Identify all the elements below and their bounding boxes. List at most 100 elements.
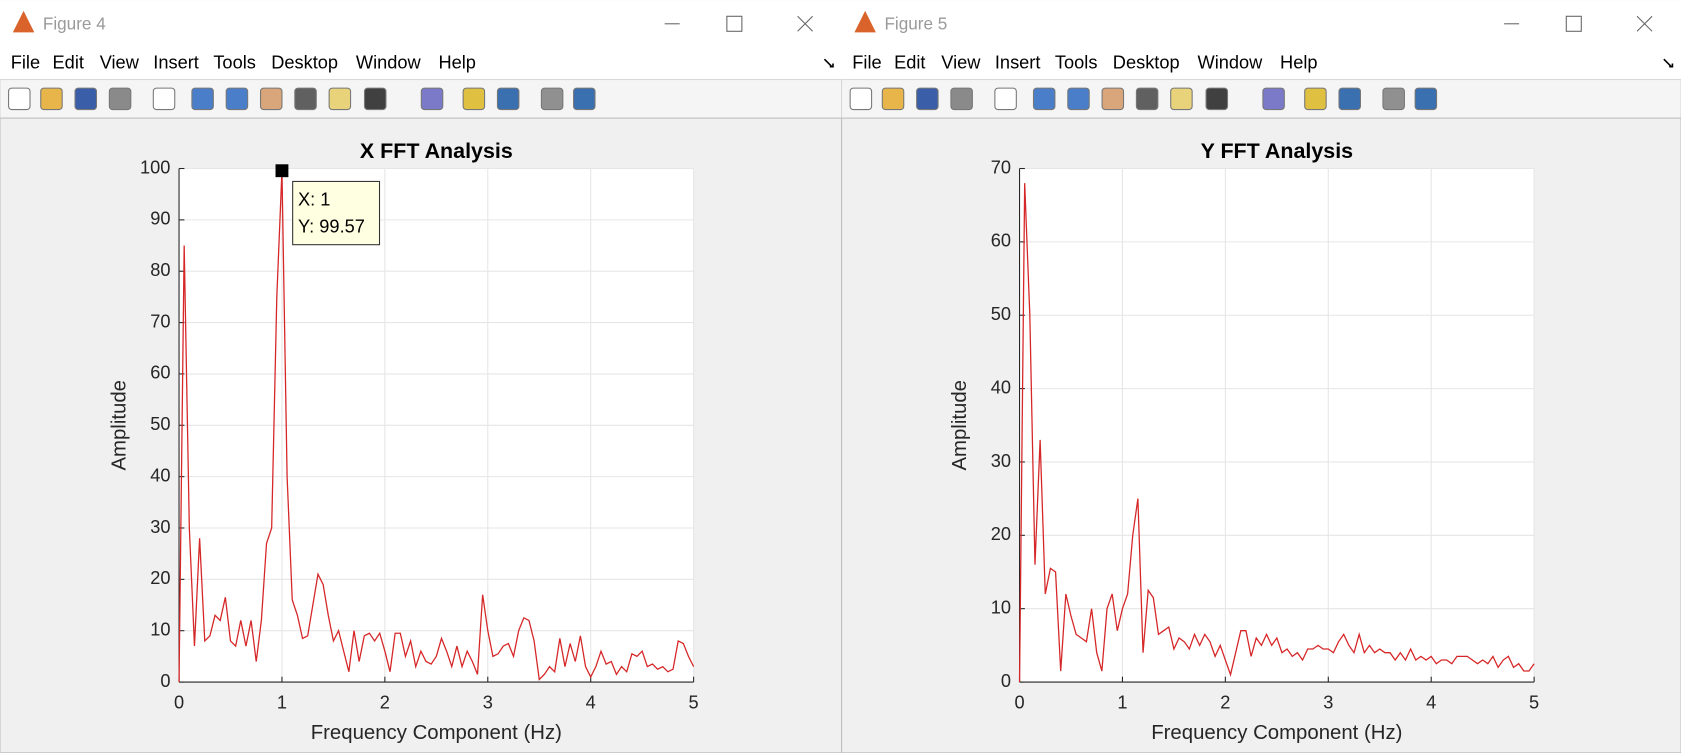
toolbar-icon[interactable]	[40, 87, 63, 111]
title-bar	[0, 0, 842, 48]
y-tick-label: 70	[150, 311, 170, 331]
x-tick-label: 4	[1426, 692, 1436, 712]
toolbar-icon[interactable]	[1304, 87, 1327, 111]
toolbar-icon[interactable]	[994, 87, 1017, 111]
toolbar-icon[interactable]	[108, 87, 132, 111]
datatip-box	[292, 180, 381, 246]
toolbar-icon[interactable]	[1067, 87, 1090, 111]
toolbar-icon[interactable]	[1032, 87, 1056, 111]
toolbar-icon[interactable]	[363, 87, 387, 111]
window-title: Figure 5	[884, 13, 947, 33]
menu-bar	[841, 47, 1681, 80]
x-tick-label: 1	[1117, 692, 1127, 712]
menu-item[interactable]: Tools	[213, 52, 256, 72]
app-icon	[854, 10, 876, 33]
toolbar-icon[interactable]	[420, 87, 444, 111]
toolbar-icon[interactable]	[294, 87, 317, 111]
datatip-marker	[275, 164, 289, 178]
toolbar-icon[interactable]	[916, 87, 939, 111]
menu-item[interactable]: Edit	[894, 52, 925, 72]
menu-item[interactable]: Help	[438, 52, 475, 72]
toolbar-icon[interactable]	[225, 87, 249, 111]
toolbar-icon[interactable]	[849, 87, 873, 111]
toolbar-icon[interactable]	[496, 87, 520, 111]
y-tick-label: 70	[991, 157, 1011, 177]
menu-bar	[0, 47, 842, 80]
maximize-button[interactable]	[1565, 15, 1582, 32]
dock-arrow[interactable]	[823, 58, 834, 68]
menu-item[interactable]: Tools	[1055, 52, 1098, 72]
y-tick-label: 0	[1001, 671, 1011, 691]
y-tick-label: 30	[150, 517, 170, 537]
toolbar-icon[interactable]	[1170, 87, 1193, 111]
toolbar-icon[interactable]	[1262, 87, 1285, 111]
y-axis-label: Amplitude	[108, 380, 130, 471]
x-tick-label: 3	[1323, 692, 1333, 712]
toolbar-icon[interactable]	[1338, 87, 1361, 111]
toolbar-icon[interactable]	[950, 87, 973, 111]
toolbar-icon[interactable]	[1135, 87, 1159, 111]
chart-title: Y FFT Analysis	[1201, 139, 1354, 163]
app-icon	[12, 10, 35, 33]
maximize-button[interactable]	[726, 15, 743, 32]
data-line	[178, 170, 695, 683]
x-tick-label: 3	[483, 692, 493, 712]
toolbar-icon[interactable]	[8, 87, 31, 111]
menu-item[interactable]: File	[852, 52, 881, 72]
menu-item[interactable]: View	[941, 52, 981, 72]
x-tick-label: 0	[1014, 692, 1024, 712]
y-tick-label: 50	[991, 304, 1011, 324]
menu-item[interactable]: Insert	[995, 52, 1041, 72]
datatip-label: X: 1	[298, 190, 330, 210]
toolbar-icon[interactable]	[462, 87, 486, 111]
menu-item[interactable]: File	[11, 52, 40, 72]
toolbar-icon[interactable]	[1414, 87, 1438, 111]
toolbar-icon[interactable]	[259, 87, 283, 111]
y-tick-label: 20	[150, 568, 170, 588]
menu-item[interactable]: Desktop	[271, 52, 338, 72]
y-tick-label: 20	[991, 524, 1011, 544]
toolbar-icon[interactable]	[573, 87, 596, 111]
chart-title: X FFT Analysis	[360, 139, 513, 163]
y-tick-label: 80	[150, 260, 170, 280]
window-title: Figure 4	[43, 13, 106, 33]
y-tick-label: 100	[140, 157, 170, 177]
y-axis-label: Amplitude	[949, 380, 971, 471]
close-button[interactable]	[1636, 15, 1653, 32]
plot-area	[1019, 168, 1535, 683]
datatip-label: Y: 99.57	[298, 216, 365, 236]
toolbar-icon[interactable]	[1101, 87, 1125, 111]
toolbar-icon[interactable]	[74, 87, 98, 111]
menu-item[interactable]: Insert	[153, 52, 199, 72]
close-button[interactable]	[797, 15, 814, 32]
y-tick-label: 40	[150, 465, 170, 485]
toolbar-icon[interactable]	[1382, 87, 1405, 111]
dock-arrow[interactable]	[1663, 58, 1674, 68]
y-tick-label: 40	[991, 377, 1011, 397]
toolbar-icon[interactable]	[881, 87, 905, 111]
toolbar-icon[interactable]	[191, 87, 214, 111]
menu-item[interactable]: Window	[356, 52, 422, 72]
y-tick-label: 0	[160, 671, 170, 691]
menu-item[interactable]: Help	[1280, 52, 1317, 72]
x-axis-label: Frequency Component (Hz)	[311, 722, 562, 744]
y-tick-label: 50	[150, 414, 170, 434]
toolbar-icon[interactable]	[328, 87, 352, 111]
y-tick-label: 60	[991, 231, 1011, 251]
y-tick-label: 60	[150, 363, 170, 383]
x-tick-label: 5	[1529, 692, 1539, 712]
menu-item[interactable]: View	[100, 52, 140, 72]
toolbar-icon[interactable]	[540, 87, 564, 111]
y-tick-label: 10	[150, 619, 170, 639]
menu-item[interactable]: Edit	[53, 52, 84, 72]
data-line	[1018, 183, 1535, 683]
toolbar-icon[interactable]	[1205, 87, 1229, 111]
menu-item[interactable]: Window	[1197, 52, 1263, 72]
y-tick-label: 10	[991, 597, 1011, 617]
x-axis-label: Frequency Component (Hz)	[1151, 722, 1402, 744]
y-tick-label: 30	[991, 451, 1011, 471]
menu-item[interactable]: Desktop	[1113, 52, 1180, 72]
toolbar-icon[interactable]	[152, 87, 176, 111]
x-tick-label: 2	[1220, 692, 1230, 712]
